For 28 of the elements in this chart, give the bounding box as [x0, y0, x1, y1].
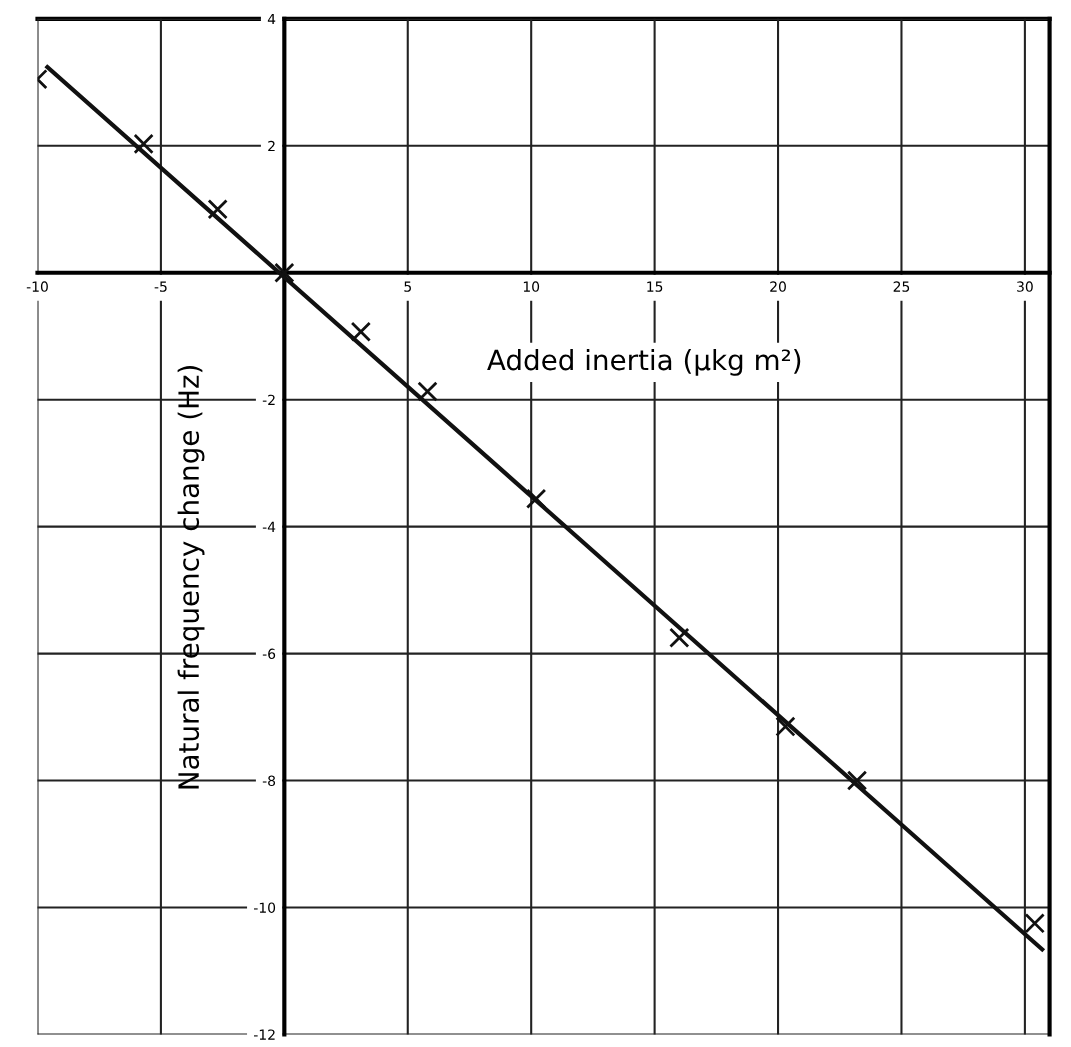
- x-tick-label: -5: [154, 281, 167, 292]
- x-tick-label: 30: [1017, 281, 1033, 292]
- x-tick-label: 5: [404, 281, 411, 292]
- y-tick-label: 4: [267, 14, 276, 25]
- y-tick-label: -4: [262, 521, 276, 532]
- point: [274, 262, 295, 283]
- x-tick-label: 25: [893, 281, 910, 292]
- x-tick-label: 15: [647, 281, 663, 292]
- x-tick-label: -10: [26, 281, 48, 292]
- y-tick-label: -8: [262, 775, 276, 787]
- point: [350, 321, 372, 342]
- x-tick-label: 20: [770, 281, 786, 292]
- point: [525, 488, 547, 509]
- y-tick-label: -12: [254, 1029, 275, 1040]
- point: [133, 133, 154, 155]
- y-tick-label: -10: [254, 902, 276, 913]
- x-tick-label: 10: [523, 281, 540, 292]
- y-tick-label: -2: [262, 394, 275, 405]
- point: [846, 770, 868, 791]
- x-axis-title: Added inertia (μkg m²): [487, 348, 801, 376]
- point: [1024, 913, 1045, 934]
- point: [669, 627, 690, 648]
- point: [775, 716, 796, 737]
- y-tick-label: 2: [268, 140, 275, 152]
- point: [207, 199, 228, 220]
- point: [417, 381, 438, 402]
- y-tick-label: -6: [262, 648, 276, 660]
- y-axis-title: Natural frequency change (Hz): [177, 366, 205, 789]
